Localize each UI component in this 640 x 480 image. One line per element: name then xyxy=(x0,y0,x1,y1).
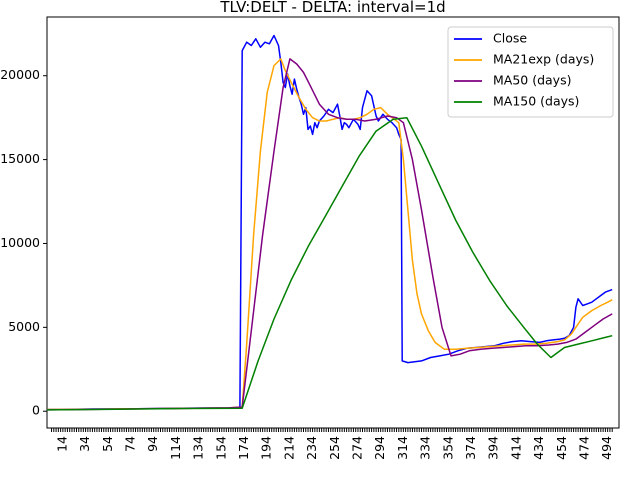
x-tick-label: 394 xyxy=(486,436,501,460)
x-axis-ticks: 14 34 54 74 94 114 134 154 174 194 214 234 254 274 294… xyxy=(51,428,614,460)
x-tick-label: 154 xyxy=(213,436,228,460)
x-tick-label: 454 xyxy=(554,436,569,460)
legend-label-1: MA21exp (days) xyxy=(493,52,594,67)
x-tick-label: 294 xyxy=(372,436,387,460)
x-tick-label: 174 xyxy=(236,436,251,460)
x-tick-label: 374 xyxy=(463,436,478,460)
x-tick-label: 94 xyxy=(145,436,160,452)
chart-title: TLV:DELT - DELTA: interval=1d xyxy=(219,0,445,16)
x-tick-label: 214 xyxy=(281,436,296,460)
x-tick-label: 114 xyxy=(168,436,183,460)
x-tick-label: 354 xyxy=(440,436,455,460)
x-tick-label: 494 xyxy=(599,436,614,460)
x-tick-label: 314 xyxy=(395,436,410,460)
x-tick-label: 134 xyxy=(191,436,206,460)
x-tick-label: 34 xyxy=(77,436,92,452)
x-tick-label: 194 xyxy=(259,436,274,460)
x-tick-label: 254 xyxy=(327,436,342,460)
y-axis-ticks: 0 5000 10000 15000 20000 xyxy=(0,67,47,418)
x-tick-label: 234 xyxy=(304,436,319,460)
x-tick-label: 474 xyxy=(576,436,591,460)
legend-box xyxy=(447,26,614,118)
y-tick-label: 15000 xyxy=(0,151,40,166)
series-line-2 xyxy=(46,58,613,411)
series-line-3 xyxy=(46,116,613,411)
y-tick-label: 20000 xyxy=(0,67,40,82)
x-tick-label: 54 xyxy=(100,436,115,452)
y-tick-label: 5000 xyxy=(8,319,40,334)
series-lines xyxy=(46,34,613,411)
x-tick-label: 74 xyxy=(122,436,137,452)
x-tick-label: 274 xyxy=(349,436,364,460)
legend-label-0: Close xyxy=(493,31,527,46)
y-tick-label: 0 xyxy=(32,403,40,418)
legend-label-2: MA50 (days) xyxy=(493,73,571,88)
x-tick-label: 434 xyxy=(531,436,546,460)
legend-label-3: MA150 (days) xyxy=(493,94,579,109)
x-tick-label: 334 xyxy=(418,436,433,460)
legend: Close MA21exp (days) MA50 (days) MA150 (day… xyxy=(447,26,614,118)
y-tick-label: 10000 xyxy=(0,235,40,250)
x-tick-label: 414 xyxy=(508,436,523,460)
x-tick-label: 14 xyxy=(54,436,69,452)
